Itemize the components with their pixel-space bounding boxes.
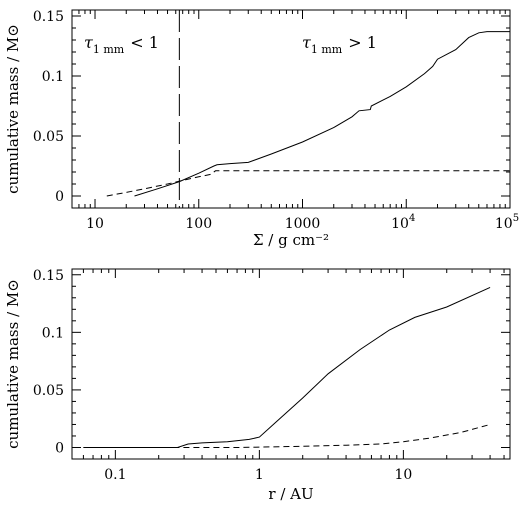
plot-frame bbox=[71, 9, 511, 209]
series-dashed-line bbox=[106, 170, 510, 197]
x-tick-label: 10 bbox=[86, 216, 104, 232]
y-tick-label: 0.05 bbox=[33, 383, 64, 399]
plot-frame bbox=[71, 268, 511, 460]
y-tick-label: 0.1 bbox=[42, 69, 64, 85]
y-tick-label: 0.15 bbox=[33, 268, 64, 284]
y-axis-label: cumulative mass / M⊙ bbox=[4, 279, 22, 449]
series-solid-line bbox=[83, 286, 491, 448]
x-axis-label: r / AU bbox=[268, 485, 313, 503]
x-tick-label: 1000 bbox=[285, 216, 321, 232]
y-tick-label: 0.15 bbox=[33, 9, 64, 25]
panel-radius: 0.1 1 10 0 0.05 0.1 0.15 r / AU cumulative mass … bbox=[4, 268, 511, 503]
x-tick-label: 1 bbox=[255, 467, 264, 483]
y-tick-label: 0.1 bbox=[42, 325, 64, 341]
series-solid-line bbox=[134, 31, 510, 197]
x-tick-label: 10 bbox=[394, 467, 412, 483]
y-tick-label: 0.05 bbox=[33, 129, 64, 145]
optical-depth-annotation: τ1 mm < 1 bbox=[84, 33, 159, 56]
panel-surface-density: 10 100 1000 104 105 0 0.05 0.1 0.15 Σ / g cm⁻² cum… bbox=[4, 9, 519, 249]
y-tick-label: 0 bbox=[55, 189, 64, 205]
y-tick-label: 0 bbox=[55, 440, 64, 456]
x-tick-label: 0.1 bbox=[104, 467, 126, 483]
x-axis-label: Σ / g cm⁻² bbox=[253, 231, 329, 249]
series-dashed-line bbox=[83, 424, 491, 448]
x-tick-label: 100 bbox=[185, 216, 212, 232]
optical-depth-annotation: τ1 mm > 1 bbox=[302, 33, 377, 56]
x-tick-label: 105 bbox=[495, 213, 519, 232]
y-axis-label: cumulative mass / M⊙ bbox=[4, 24, 22, 194]
x-tick-label: 104 bbox=[391, 213, 415, 232]
